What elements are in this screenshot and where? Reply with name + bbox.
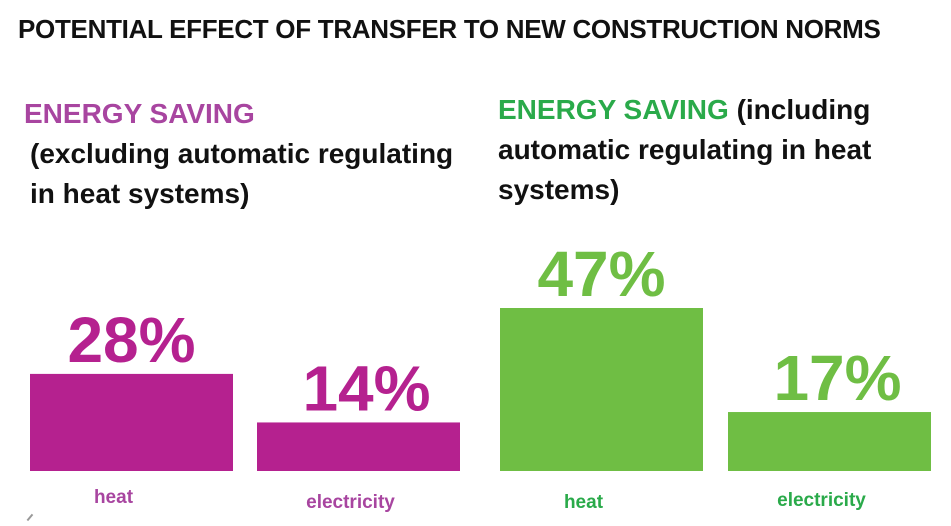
page-title: POTENTIAL EFFECT OF TRANSFER TO NEW CONS… (18, 14, 881, 44)
right-bar-heat (500, 308, 703, 471)
left-bar-heat (30, 373, 233, 471)
right-value-label-electricity: 17% (773, 342, 901, 414)
left-chart-title-accent: ENERGY SAVING (24, 98, 255, 129)
left-value-label-heat: 28% (67, 304, 195, 376)
right-chart-title-rest: (including automatic regulating in heat … (498, 94, 872, 205)
left-bar-electricity (257, 422, 460, 471)
left-chart-title: ENERGY SAVING (excluding automatic regul… (24, 94, 464, 214)
right-category-label-heat: heat (564, 492, 604, 513)
right-bar-electricity (728, 412, 931, 471)
left-chart-title-rest: (excluding automatic regulating in heat … (30, 138, 454, 209)
right-category-label-electricity: electricity (777, 490, 866, 511)
left-category-label-heat: heat (94, 487, 134, 508)
right-chart-title: ENERGY SAVING (including automatic regul… (498, 90, 938, 210)
left-category-label-electricity: electricity (306, 492, 395, 513)
left-value-label-electricity: 14% (302, 352, 430, 424)
right-value-label-heat: 47% (537, 238, 665, 310)
right-chart-title-accent: ENERGY SAVING (498, 94, 729, 125)
